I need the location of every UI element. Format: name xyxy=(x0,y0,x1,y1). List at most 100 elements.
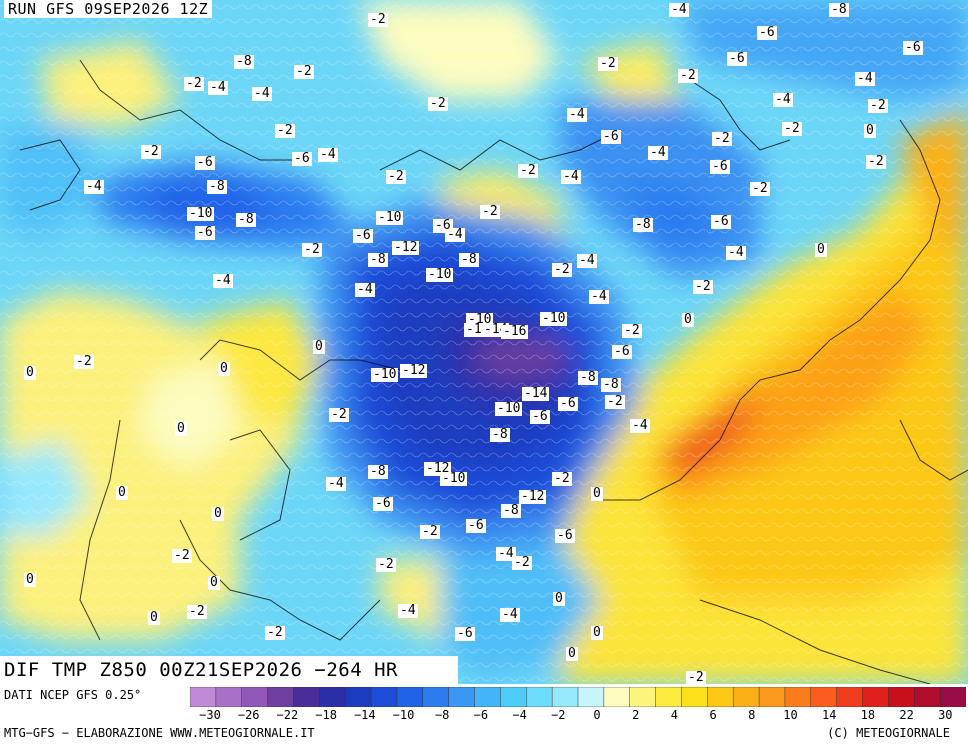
contour-label: -4 xyxy=(208,80,228,95)
contour-label: -10 xyxy=(440,471,468,486)
credit-line: MTG−GFS − ELABORAZIONE WWW.METEOGIORNALE… xyxy=(4,726,315,740)
contour-label: -6 xyxy=(353,228,373,243)
contour-label: -4 xyxy=(398,603,418,618)
contour-label: -10 xyxy=(426,267,454,282)
colorbar-tick-label: −2 xyxy=(551,708,566,722)
contour-label: -2 xyxy=(294,64,314,79)
contour-label: -10 xyxy=(495,401,523,416)
copyright: (C) METEOGIORNALE xyxy=(827,726,950,740)
run-title: RUN GFS 09SEP2026 12Z xyxy=(4,0,213,18)
colorbar-swatch xyxy=(474,687,501,707)
data-source: DATI NCEP GFS 0.25° xyxy=(4,688,142,702)
contour-label: -2 xyxy=(750,181,770,196)
contour-label: -4 xyxy=(567,107,587,122)
colorbar-swatch xyxy=(526,687,553,707)
contour-label: -2 xyxy=(678,68,698,83)
contour-label: -2 xyxy=(512,555,532,570)
contour-label: 0 xyxy=(212,506,224,521)
colorbar-swatch xyxy=(914,687,941,707)
colorbar-swatch xyxy=(215,687,243,707)
contour-label: -10 xyxy=(371,367,399,382)
contour-label: -4 xyxy=(855,71,875,86)
contour-label: -4 xyxy=(496,546,516,561)
contour-label: -2 xyxy=(141,144,161,159)
contour-label: 0 xyxy=(566,646,578,661)
contour-label: -12 xyxy=(400,363,428,378)
colorbar-swatch xyxy=(241,687,269,707)
colorbar-swatch xyxy=(603,687,631,707)
contour-label: -4 xyxy=(648,145,668,160)
contour-label: -6 xyxy=(373,496,393,511)
contour-label: -2 xyxy=(868,98,888,113)
colorbar-swatch xyxy=(319,687,346,707)
contour-label: -4 xyxy=(252,86,272,101)
colorbar-tick-label: −30 xyxy=(199,708,221,722)
contour-label: 0 xyxy=(553,591,565,606)
contour-label: 0 xyxy=(682,312,694,327)
colorbar-swatch xyxy=(784,687,812,707)
contour-label: -2 xyxy=(552,262,572,277)
colorbar-tick-label: −18 xyxy=(315,708,337,722)
colorbar-swatch xyxy=(629,687,657,707)
colorbar-swatch xyxy=(448,687,476,707)
colorbar-swatch xyxy=(707,687,734,707)
colorbar-tick-label: 2 xyxy=(632,708,640,722)
colorbar-tick-label: 0 xyxy=(593,708,601,722)
colorbar-tick-label: 10 xyxy=(783,708,798,722)
colorbar-swatch xyxy=(344,687,372,707)
contour-label: -8 xyxy=(601,377,621,392)
contour-label: -4 xyxy=(726,245,746,260)
colorbar-swatch xyxy=(370,687,398,707)
contour-label: -2 xyxy=(480,204,500,219)
contour-label: -2 xyxy=(74,354,94,369)
colorbar-tick-label: −8 xyxy=(434,708,450,722)
contour-label: -8 xyxy=(490,427,510,442)
contour-label: -2 xyxy=(275,123,295,138)
contour-label: -2 xyxy=(622,323,642,338)
contour-label: -2 xyxy=(265,625,285,640)
contour-label: -4 xyxy=(669,2,689,17)
contour-label: -6 xyxy=(555,528,575,543)
colorbar-tick-label: 18 xyxy=(860,708,876,722)
contour-label: -8 xyxy=(578,370,598,385)
contour-label: -16 xyxy=(501,324,529,339)
contour-label: -4 xyxy=(630,418,650,433)
contour-label: -10 xyxy=(187,206,215,221)
colorbar-swatch xyxy=(422,687,450,707)
colorbar-tick-label: 14 xyxy=(821,708,837,722)
contour-label: -2 xyxy=(368,12,388,27)
colorbar-swatch xyxy=(293,687,320,707)
colorbar-swatch xyxy=(732,687,760,707)
contour-label: -4 xyxy=(561,169,581,184)
contour-label: -2 xyxy=(386,169,406,184)
contour-label: -6 xyxy=(195,155,215,170)
colorbar-tick-label: −26 xyxy=(237,708,260,722)
contour-label: -6 xyxy=(530,409,550,424)
contour-label: 0 xyxy=(175,421,187,436)
contour-label: -2 xyxy=(605,394,625,409)
contour-label: -6 xyxy=(757,25,777,40)
colorbar-swatch xyxy=(396,687,424,707)
contour-label: -8 xyxy=(368,464,388,479)
contour-label: 0 xyxy=(864,123,876,138)
colorbar-tick-label: 6 xyxy=(709,708,717,722)
contour-label: -14 xyxy=(522,386,550,401)
contour-label: -8 xyxy=(236,212,256,227)
contour-label: -10 xyxy=(540,311,568,326)
colorbar-swatch xyxy=(758,687,786,707)
contour-label: 0 xyxy=(24,572,36,587)
contour-label: -4 xyxy=(84,179,104,194)
contour-label: -2 xyxy=(866,154,886,169)
contour-label: 0 xyxy=(148,610,160,625)
colorbar-tick-label: 8 xyxy=(748,708,756,722)
contour-label: 0 xyxy=(218,361,230,376)
map-title: DIF TMP Z850 00Z21SEP2026 −264 HR xyxy=(0,656,458,684)
colorbar-swatch xyxy=(681,687,708,707)
contour-label: -8 xyxy=(501,503,521,518)
colorbar-tick-label: −6 xyxy=(473,708,489,722)
anomaly-field xyxy=(0,0,968,684)
colorbar-swatch xyxy=(655,687,683,707)
contour-label: 0 xyxy=(313,339,325,354)
contour-label: -2 xyxy=(302,242,322,257)
contour-label: -6 xyxy=(903,40,923,55)
